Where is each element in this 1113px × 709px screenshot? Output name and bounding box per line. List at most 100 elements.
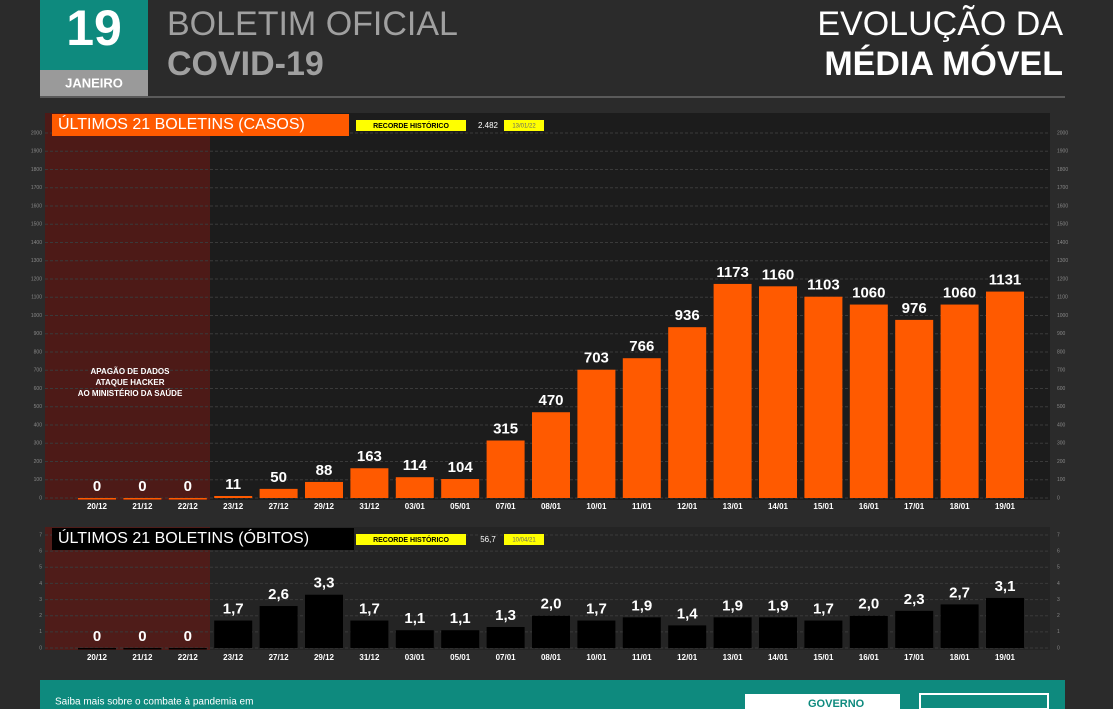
x-tick-label: 23/12 [223, 502, 244, 511]
value-label: 1,1 [404, 610, 425, 627]
value-label: 1,9 [722, 597, 743, 614]
title-line1: BOLETIM OFICIAL [167, 5, 458, 43]
y-tick-label-right: 700 [1057, 368, 1066, 374]
x-tick-label: 31/12 [359, 502, 380, 511]
x-tick-label: 14/01 [768, 502, 789, 511]
value-label: 163 [357, 448, 382, 465]
day-box [40, 0, 148, 70]
x-tick-label: 22/12 [178, 653, 199, 662]
footer-button[interactable] [919, 693, 1049, 709]
bar [350, 620, 389, 648]
record-value: 56,7 [480, 535, 496, 544]
bar [804, 296, 843, 498]
x-tick-label: 23/12 [223, 653, 244, 662]
y-tick-label-right: 1500 [1057, 222, 1068, 228]
x-tick-label: 10/01 [586, 502, 607, 511]
y-tick-label-right: 1800 [1057, 167, 1068, 173]
y-tick-label-right: 1000 [1057, 313, 1068, 319]
value-label: 104 [448, 459, 474, 476]
x-tick-label: 05/01 [450, 502, 471, 511]
y-tick-label-right: 5 [1057, 565, 1060, 571]
value-label: 0 [93, 478, 101, 495]
value-label: 2,0 [541, 596, 562, 613]
record-date: 13/01/22 [512, 124, 536, 130]
bar [577, 369, 616, 498]
title-line2: COVID-19 [167, 45, 324, 83]
value-label: 2,6 [268, 586, 289, 603]
value-label: 0 [93, 628, 101, 645]
y-tick-label-right: 800 [1057, 349, 1066, 355]
y-tick-label: 1000 [31, 313, 42, 319]
y-tick-label: 1500 [31, 222, 42, 228]
record-value: 2.482 [478, 121, 499, 130]
y-tick-label: 2000 [31, 130, 42, 136]
y-tick-label-right: 1200 [1057, 276, 1068, 282]
value-label: 470 [538, 392, 563, 409]
chart-title-box [52, 114, 349, 136]
y-tick-label: 500 [34, 404, 43, 410]
bar [713, 283, 752, 498]
bar [577, 620, 616, 648]
bar [759, 286, 797, 498]
x-tick-label: 17/01 [904, 502, 925, 511]
bar [668, 625, 707, 648]
record-label-box [356, 120, 466, 131]
value-label: 3,1 [995, 578, 1016, 595]
y-tick-label-right: 100 [1057, 477, 1066, 483]
bar [849, 615, 888, 648]
bar [78, 498, 116, 500]
x-tick-label: 10/01 [586, 653, 607, 662]
bar [259, 606, 298, 648]
chart-title: ÚLTIMOS 21 BOLETINS (ÓBITOS) [58, 528, 309, 547]
bar [395, 477, 434, 498]
y-tick-label-right: 1300 [1057, 258, 1068, 264]
x-tick-label: 18/01 [950, 502, 971, 511]
x-tick-label: 17/01 [904, 653, 925, 662]
bar [668, 327, 707, 498]
value-label: 1,9 [768, 597, 789, 614]
bar [441, 630, 480, 648]
value-label: 1,9 [631, 597, 652, 614]
x-tick-label: 22/12 [178, 502, 199, 511]
value-label: 766 [629, 338, 654, 355]
x-tick-label: 19/01 [995, 502, 1016, 511]
value-label: 1060 [943, 285, 976, 302]
value-label: 88 [316, 462, 333, 479]
y-tick-label: 200 [34, 459, 43, 465]
value-label: 2,7 [949, 584, 970, 601]
x-tick-label: 03/01 [405, 502, 426, 511]
bar [123, 498, 162, 500]
y-tick-label-right: 2 [1057, 613, 1060, 619]
bar [123, 648, 162, 650]
y-tick-label-right: 1900 [1057, 149, 1068, 155]
x-tick-label: 15/01 [813, 653, 834, 662]
y-tick-label-right: 0 [1057, 645, 1060, 651]
footer-logo: GOVERNO [808, 698, 865, 709]
y-tick-label: 100 [34, 477, 43, 483]
y-tick-label: 2 [39, 613, 42, 619]
x-tick-label: 18/01 [950, 653, 971, 662]
y-tick-label-right: 6 [1057, 548, 1060, 554]
y-tick-label-right: 1600 [1057, 203, 1068, 209]
value-label: 315 [493, 420, 518, 437]
bar [622, 358, 661, 498]
value-label: 1160 [762, 266, 795, 283]
x-tick-label: 11/01 [632, 653, 652, 662]
x-tick-label: 03/01 [405, 653, 426, 662]
bar [849, 304, 888, 498]
x-tick-label: 08/01 [541, 502, 562, 511]
y-tick-label-right: 500 [1057, 404, 1066, 410]
x-tick-label: 21/12 [132, 653, 153, 662]
value-label: 0 [184, 628, 192, 645]
bar [305, 481, 343, 498]
value-label: 1,7 [359, 601, 380, 618]
x-tick-label: 27/12 [269, 502, 290, 511]
value-label: 11 [225, 476, 241, 493]
bar [259, 488, 298, 498]
y-tick-label-right: 900 [1057, 331, 1066, 337]
bar [759, 617, 797, 648]
bar [168, 498, 207, 500]
x-tick-label: 20/12 [87, 502, 108, 511]
bar [168, 648, 207, 650]
x-tick-label: 31/12 [359, 653, 380, 662]
